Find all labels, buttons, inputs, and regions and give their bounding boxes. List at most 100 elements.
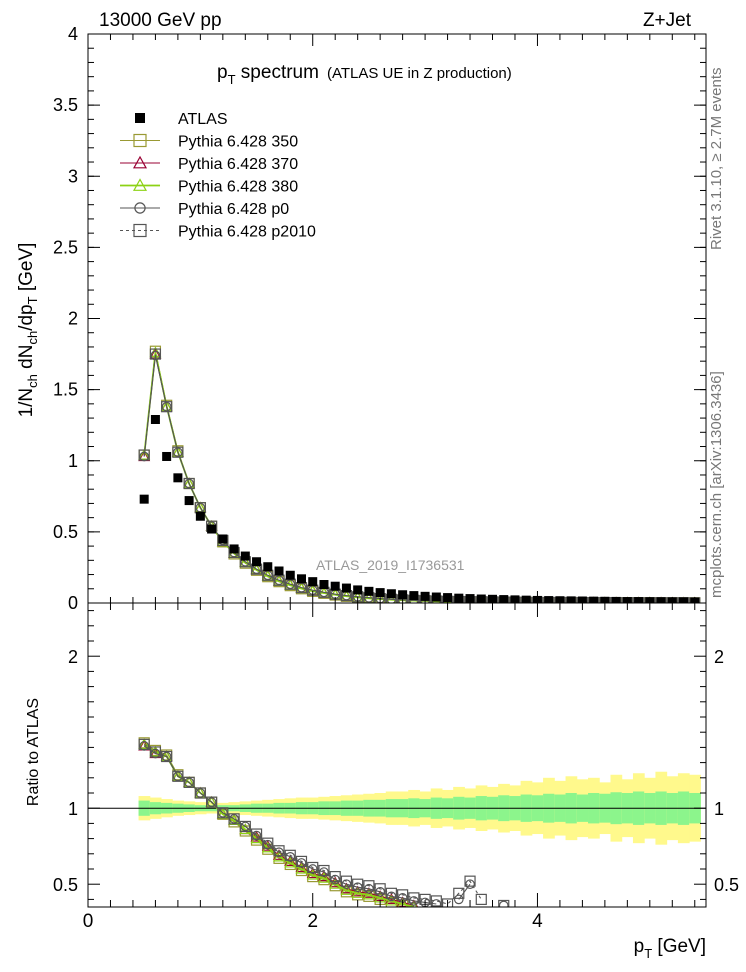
- ratio-point-p0: [296, 858, 307, 868]
- ratio-point-p2010: [464, 875, 476, 887]
- main-point-p0: [184, 478, 194, 489]
- ratio-ytick-label: 2: [68, 647, 78, 667]
- title-p: p: [217, 62, 228, 83]
- ratio-point-p0: [240, 821, 251, 832]
- main-point-p2010: [149, 348, 162, 360]
- atlas-point: [656, 597, 666, 603]
- atlas-point: [386, 589, 396, 599]
- atlas-point: [454, 593, 464, 603]
- mcplots-label: mcplots.cern.ch [arXiv:1306.3436]: [708, 371, 725, 598]
- ratio-point-p2010: [498, 899, 510, 907]
- ratio-point-p2010: [138, 738, 150, 750]
- ratio-point-p2010: [149, 746, 162, 758]
- ratio-point-p380: [362, 888, 375, 900]
- atlas-point: [341, 583, 351, 593]
- main-point-p0: [150, 350, 161, 361]
- ratio-ytick-label-right: 0.5: [714, 875, 739, 895]
- ratio-point-p0: [341, 879, 352, 890]
- atlas-point: [431, 592, 441, 602]
- atlas-point: [679, 597, 689, 603]
- main-point-p2010: [172, 446, 184, 458]
- xtick-label: 0: [83, 911, 94, 932]
- ratio-point-p0: [139, 741, 150, 751]
- atlas-point: [195, 511, 205, 521]
- ratio-point-p0: [330, 874, 341, 885]
- main-ytick-label: 2.5: [53, 237, 78, 257]
- legend-label: ATLAS: [178, 111, 228, 128]
- main-point-p0: [274, 575, 284, 586]
- ratio-point-p2010: [385, 887, 397, 899]
- process-label: Z+Jet: [643, 10, 692, 31]
- atlas-point: [634, 597, 644, 603]
- ratio-point-p2010: [250, 828, 263, 840]
- atlas-point: [218, 534, 228, 544]
- ratio-point-p0: [307, 864, 318, 874]
- atlas-point: [150, 414, 160, 424]
- ratio-point-p0: [319, 867, 329, 877]
- ratio-point-p2010: [183, 776, 195, 788]
- ratio-point-p380: [317, 871, 330, 883]
- ratio-point-p2010: [441, 898, 454, 907]
- legend-marker-p370: [132, 155, 148, 169]
- main-panel: 0 0.5 1 1.5 2 2.5 3 3.5 4 ATLAS Pythia 6.428 350 Py…: [53, 24, 707, 613]
- ratio-ytick-label: 0.5: [53, 875, 78, 895]
- ratio-point-p0: [352, 882, 363, 893]
- main-ytick-label: 4: [68, 24, 78, 44]
- ratio-point-p2010: [475, 893, 487, 906]
- atlas-point: [611, 596, 621, 603]
- ratio-plot-area: [88, 737, 706, 907]
- ratio-point-p0: [409, 896, 419, 906]
- ratio-point-p2010: [161, 750, 173, 763]
- atlas-point: [184, 496, 194, 506]
- ratio-point-p0: [465, 879, 475, 890]
- atlas-point: [296, 574, 306, 584]
- title-rest: spectrum: [236, 62, 319, 83]
- legend-marker-atlas: [135, 113, 145, 123]
- rivet-label: Rivet 3.1.10, ≥ 2.7M events: [708, 68, 725, 251]
- main-ytick-label: 3: [68, 166, 78, 186]
- main-point-p0: [173, 447, 183, 458]
- ratio-point-p2010: [340, 875, 353, 887]
- ratio-point-p0: [274, 847, 284, 858]
- ratio-point-p2010: [363, 880, 375, 892]
- ratio-point-p380: [250, 832, 263, 844]
- atlas-point: [263, 562, 273, 572]
- atlas-point: [566, 596, 576, 603]
- main-point-p0: [296, 582, 307, 593]
- legend-marker-p2010: [133, 223, 147, 238]
- atlas-point: [285, 570, 295, 580]
- legend-marker-p380: [132, 178, 148, 191]
- ratio-point-p2010: [318, 864, 330, 877]
- ratio-point-p2010: [262, 837, 274, 849]
- ratio-point-p0: [184, 777, 194, 788]
- ratio-point-p0: [206, 797, 217, 807]
- legend-marker-p350: [133, 133, 147, 148]
- ratio-point-p2010: [374, 883, 386, 895]
- chart-title: pT spectrum (ATLAS UE in Z production): [217, 62, 512, 87]
- atlas-point: [319, 580, 329, 590]
- atlas-point: [252, 557, 262, 567]
- ratio-point-p0: [285, 851, 296, 862]
- analysis-id: ATLAS_2019_I1736531: [316, 557, 465, 573]
- atlas-point: [521, 595, 531, 603]
- ratio-point-p0: [229, 813, 239, 824]
- title-sub: T: [228, 72, 236, 87]
- ratio-point-p0: [453, 894, 464, 905]
- ratio-point-p380: [138, 738, 151, 749]
- legend-label: Pythia 6.428 350: [178, 134, 298, 151]
- atlas-point: [139, 494, 149, 504]
- ratio-point-p380: [351, 887, 364, 898]
- atlas-point: [420, 591, 430, 601]
- ratio-point-p2010: [239, 820, 251, 833]
- ratio-point-p2010: [408, 892, 420, 904]
- beam-label: 13000 GeV pp: [99, 10, 222, 31]
- atlas-point: [240, 551, 250, 561]
- xlabel-p: p: [634, 936, 645, 957]
- ratio-point-p2010: [217, 807, 229, 819]
- ratio-point-p2010: [284, 849, 296, 861]
- ratio-point-p380: [340, 884, 353, 895]
- ratio-point-p0: [195, 788, 206, 798]
- atlas-point: [375, 588, 385, 598]
- main-ylabel: 1/Nch dNch/dpT [GeV]: [16, 243, 40, 418]
